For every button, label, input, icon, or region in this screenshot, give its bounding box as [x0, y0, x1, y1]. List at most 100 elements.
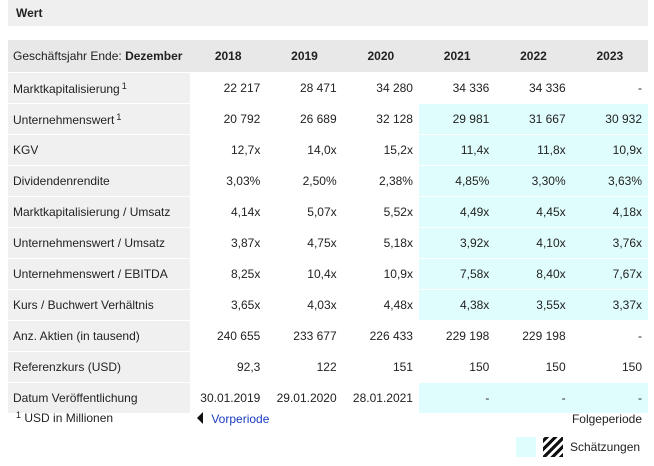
row-label-text: KGV — [13, 143, 39, 157]
corner-bold: Dezember — [125, 49, 183, 63]
table-row: Unternehmenswert 1 20 792 26 689 32 128 29 98… — [8, 103, 648, 135]
legend-hatch-swatch — [543, 437, 563, 457]
value-cell: 150 — [418, 351, 496, 383]
table-row: Marktkapitalisierung / Umsatz 4,14x 5,07x 5… — [8, 196, 648, 228]
value-cell: 240 655 — [190, 320, 267, 352]
legend-estimate-swatch — [516, 437, 536, 457]
value-cell: 34 336 — [418, 72, 496, 104]
row-label: Referenzkurs (USD) — [8, 351, 190, 383]
value-cell: 3,87x — [190, 227, 267, 259]
table-row: Unternehmenswert / EBITDA 8,25x 10,4x 10,9x… — [8, 258, 648, 290]
value-cell: 4,18x — [571, 196, 648, 228]
value-cell: 11,4x — [418, 134, 496, 166]
data-table: Geschäftsjahr Ende: Dezember 2018 2019 202… — [8, 40, 648, 414]
value-cell: 30 932 — [571, 103, 648, 135]
value-cell: 3,30% — [495, 165, 572, 197]
value-cell: 8,25x — [190, 258, 267, 290]
value-cell: 4,45x — [495, 196, 572, 228]
value-cell: 151 — [342, 351, 419, 383]
section-title: Wert — [8, 0, 648, 26]
year-header: 2020 — [342, 40, 419, 73]
row-label: Unternehmenswert / Umsatz — [8, 227, 190, 259]
row-label-text: Dividendenrendite — [13, 174, 110, 188]
arrow-left — [197, 412, 203, 424]
value-cell: 20 792 — [190, 103, 267, 135]
value-cell: 150 — [571, 351, 648, 383]
row-label: Marktkapitalisierung / Umsatz — [8, 196, 190, 228]
value-cell: 2,50% — [266, 165, 343, 197]
value-cell: 2,38% — [342, 165, 419, 197]
value-cell: 32 128 — [342, 103, 419, 135]
value-cell: 226 433 — [342, 320, 419, 352]
header-row: Geschäftsjahr Ende: Dezember 2018 2019 202… — [8, 40, 648, 73]
table-row: KGV 12,7x 14,0x 15,2x 11,4x 11,8x 10,9x — [8, 134, 648, 166]
value-cell: 3,55x — [495, 289, 572, 321]
year-header: 2022 — [495, 40, 572, 73]
value-cell: 229 198 — [495, 320, 572, 352]
value-cell: 10,4x — [266, 258, 343, 290]
value-cell: 10,9x — [342, 258, 419, 290]
footnote-text: USD in Millionen — [24, 411, 114, 425]
row-label: Anz. Aktien (in tausend) — [8, 320, 190, 352]
footnote: 1 USD in Millionen — [14, 410, 113, 425]
row-label: Marktkapitalisierung 1 — [8, 72, 190, 104]
year-header: 2018 — [190, 40, 267, 73]
row-label: Kurs / Buchwert Verhältnis — [8, 289, 190, 321]
value-cell: 12,7x — [190, 134, 267, 166]
value-cell: 22 217 — [190, 72, 267, 104]
value-cell: 4,49x — [418, 196, 496, 228]
value-cell: 3,76x — [571, 227, 648, 259]
value-cell: 31 667 — [495, 103, 572, 135]
value-cell: 11,8x — [495, 134, 572, 166]
row-label-text: Unternehmenswert / Umsatz — [13, 236, 166, 250]
row-label: Unternehmenswert 1 — [8, 103, 190, 135]
value-cell: - — [418, 382, 496, 414]
row-label: Dividendenrendite — [8, 165, 190, 197]
row-label-text: Unternehmenswert / EBITDA — [13, 267, 168, 281]
row-label-text: Anz. Aktien (in tausend) — [13, 329, 140, 343]
row-label: Unternehmenswert / EBITDA — [8, 258, 190, 290]
value-cell: 3,63% — [571, 165, 648, 197]
prev-link[interactable]: Vorperiode — [196, 412, 269, 426]
table-row: Marktkapitalisierung 1 22 217 28 471 34 280 3… — [8, 72, 648, 104]
value-cell: 29.01.2020 — [266, 382, 343, 414]
value-cell: 122 — [266, 351, 343, 383]
next-link[interactable]: Folgeperiode — [571, 412, 642, 426]
value-cell: - — [495, 382, 572, 414]
table-row: Anz. Aktien (in tausend) 240 655 233 677 22… — [8, 320, 648, 352]
value-cell: 30.01.2019 — [190, 382, 267, 414]
value-cell: 92,3 — [190, 351, 267, 383]
value-cell: 229 198 — [418, 320, 496, 352]
row-label-text: Marktkapitalisierung / Umsatz — [13, 205, 171, 219]
value-cell: - — [571, 72, 648, 104]
value-cell: 28 471 — [266, 72, 343, 104]
row-label-text: Marktkapitalisierung — [13, 81, 120, 96]
row-label-text: Datum Veröffentlichung — [13, 391, 138, 405]
year-header: 2023 — [571, 40, 648, 73]
value-cell: 3,03% — [190, 165, 267, 197]
row-label: KGV — [8, 134, 190, 166]
value-cell: 4,10x — [495, 227, 572, 259]
value-cell: 5,18x — [342, 227, 419, 259]
value-cell: 10,9x — [571, 134, 648, 166]
value-cell: 34 336 — [495, 72, 572, 104]
table-row: Dividendenrendite 3,03% 2,50% 2,38% 4,85% 3,3… — [8, 165, 648, 197]
value-cell: 4,48x — [342, 289, 419, 321]
value-cell: - — [571, 382, 648, 414]
value-cell: 4,03x — [266, 289, 343, 321]
value-cell: 7,67x — [571, 258, 648, 290]
value-cell: 14,0x — [266, 134, 343, 166]
row-label-text: Referenzkurs (USD) — [13, 360, 122, 374]
value-cell: 5,07x — [266, 196, 343, 228]
table-row: Unternehmenswert / Umsatz 3,87x 4,75x 5,18x… — [8, 227, 648, 259]
value-cell: 3,65x — [190, 289, 267, 321]
value-cell: 7,58x — [418, 258, 496, 290]
value-cell: 4,75x — [266, 227, 343, 259]
value-cell: 4,38x — [418, 289, 496, 321]
value-cell: - — [571, 320, 648, 352]
prev-text[interactable]: Vorperiode — [211, 412, 270, 426]
year-header: 2019 — [266, 40, 343, 73]
row-label-text: Unternehmenswert — [13, 112, 115, 127]
value-cell: 3,37x — [571, 289, 648, 321]
